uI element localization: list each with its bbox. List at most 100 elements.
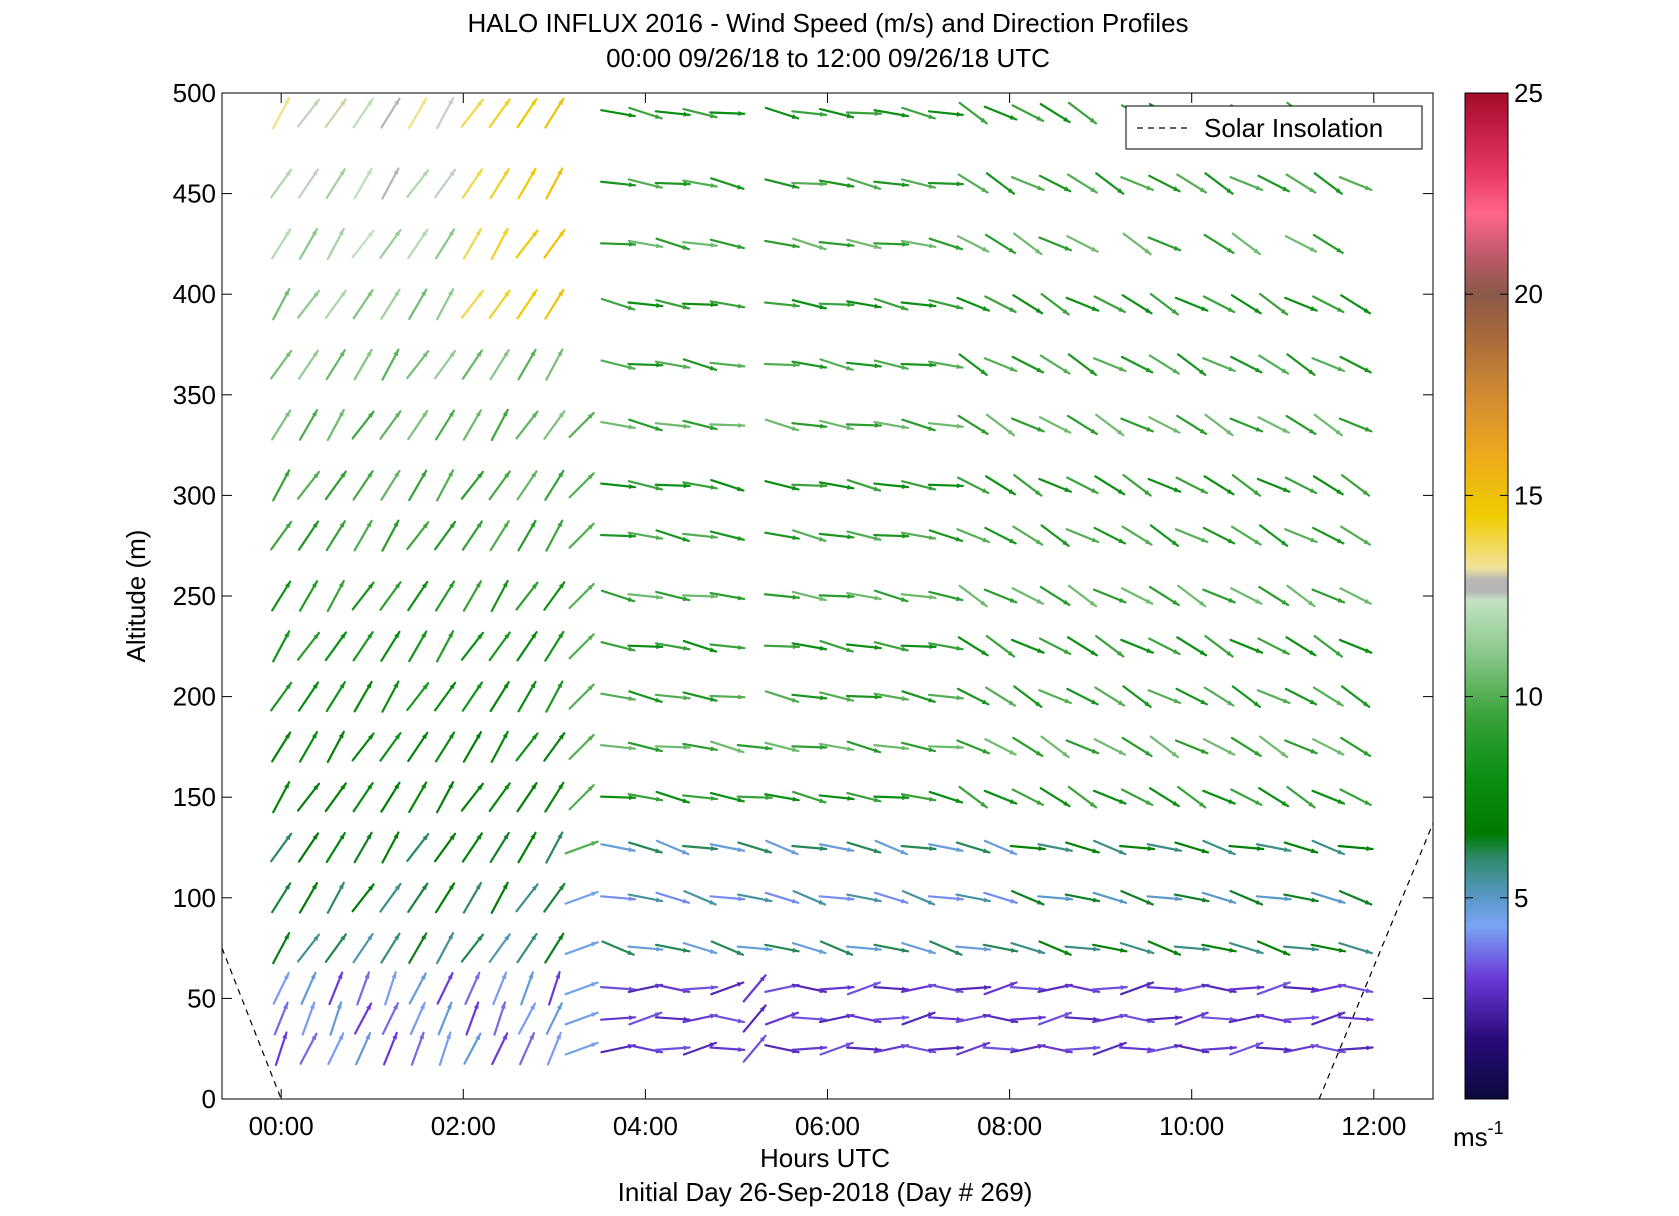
wind-vector <box>435 288 455 321</box>
wind-vector <box>1038 174 1072 193</box>
wind-vector <box>1174 296 1209 312</box>
wind-vector <box>460 933 484 963</box>
y-tick-label: 350 <box>173 380 216 410</box>
wind-vector <box>545 680 564 713</box>
wind-vector <box>873 533 910 539</box>
wind-vector <box>736 945 773 952</box>
wind-vector <box>568 472 595 499</box>
wind-vector <box>955 945 992 952</box>
wind-vector <box>818 179 855 188</box>
wind-vector <box>1176 636 1208 657</box>
wind-vector <box>958 101 988 125</box>
wind-vector <box>1312 686 1344 707</box>
wind-vector <box>654 744 691 750</box>
legend: Solar Insolation <box>1125 105 1423 150</box>
wind-vector <box>984 738 1017 756</box>
wind-vector <box>1067 785 1098 809</box>
wind-vector <box>1340 294 1372 315</box>
wind-vector <box>627 945 664 952</box>
wind-vector <box>873 795 910 801</box>
wind-vector <box>1229 1041 1264 1056</box>
wind-vector <box>873 641 909 652</box>
wind-vector <box>928 299 964 310</box>
wind-vector <box>928 843 964 853</box>
wind-vector <box>272 288 291 321</box>
wind-vector <box>1121 294 1153 315</box>
wind-vector <box>410 1031 425 1066</box>
wind-vector <box>873 943 910 953</box>
wind-vector <box>568 683 595 710</box>
wind-vector <box>1311 357 1346 373</box>
wind-vector <box>1120 176 1154 192</box>
wind-vector <box>271 731 292 763</box>
colorbar-tick-label: 15 <box>1514 480 1543 510</box>
wind-vector <box>655 299 691 310</box>
x-tick-label: 10:00 <box>1159 1111 1224 1141</box>
wind-vector <box>1339 788 1372 807</box>
wind-vector <box>274 1031 288 1066</box>
wind-vector <box>873 744 910 751</box>
wind-vector <box>600 744 637 751</box>
wind-vector <box>1340 474 1371 497</box>
wind-vector <box>983 789 1018 805</box>
wind-vector <box>791 299 827 310</box>
wind-vector <box>460 98 484 128</box>
wind-vector <box>324 782 347 813</box>
wind-vector <box>1311 839 1346 856</box>
wind-vector <box>682 358 718 371</box>
wind-vector <box>354 1002 373 1035</box>
wind-vector <box>1148 416 1181 434</box>
wind-vector <box>600 482 637 489</box>
wind-vector <box>1228 985 1265 991</box>
wind-vector <box>1120 587 1154 605</box>
wind-vector <box>873 420 910 430</box>
wind-vector <box>628 1011 663 1026</box>
wind-vector <box>1039 585 1071 607</box>
wind-vector <box>1229 890 1264 906</box>
x-axis-ticks: 00:00 02:00 04:00 06:00 08:00 10:00 12:00 <box>249 93 1406 1141</box>
wind-vector <box>1230 587 1263 605</box>
wind-vector <box>846 300 882 309</box>
wind-vector <box>326 579 345 613</box>
y-tick-label: 50 <box>187 983 216 1013</box>
wind-vector <box>627 178 663 189</box>
wind-vector <box>927 181 964 187</box>
wind-vector <box>1147 477 1182 493</box>
wind-vector <box>819 940 854 956</box>
wind-vector <box>270 832 293 863</box>
wind-vector <box>271 580 292 612</box>
wind-vector <box>461 168 484 199</box>
wind-vector <box>1202 738 1236 756</box>
wind-vector <box>1283 841 1319 854</box>
wind-vector <box>1095 172 1125 195</box>
wind-vector <box>1283 893 1319 903</box>
wind-vector <box>463 1032 482 1065</box>
wind-vector <box>406 682 430 712</box>
wind-vector <box>433 168 457 199</box>
wind-vector <box>1064 945 1101 952</box>
wind-vector <box>1201 943 1237 953</box>
wind-vector <box>654 110 691 117</box>
wind-vector <box>791 642 828 651</box>
wind-vector <box>709 530 745 541</box>
wind-vector <box>325 831 346 864</box>
wind-vector <box>709 1013 746 1024</box>
wind-vector <box>1010 417 1045 433</box>
chart-title: HALO INFLUX 2016 - Wind Speed (m/s) and … <box>467 8 1188 38</box>
wind-vector <box>709 238 745 250</box>
wind-vector <box>438 1031 452 1066</box>
solar-insolation-line <box>222 947 282 1099</box>
wind-vector <box>1282 1015 1320 1021</box>
wind-vector <box>351 732 375 762</box>
wind-vector <box>1122 232 1152 256</box>
wind-vector <box>655 590 691 602</box>
wind-vector <box>1039 787 1071 808</box>
wind-vector <box>296 782 321 812</box>
wind-vector <box>818 532 855 540</box>
wind-vector <box>1177 353 1207 376</box>
x-axis-label: Hours UTC <box>760 1143 890 1173</box>
wind-vector <box>435 630 455 663</box>
wind-vector <box>1202 295 1236 314</box>
wind-vector <box>462 881 482 914</box>
